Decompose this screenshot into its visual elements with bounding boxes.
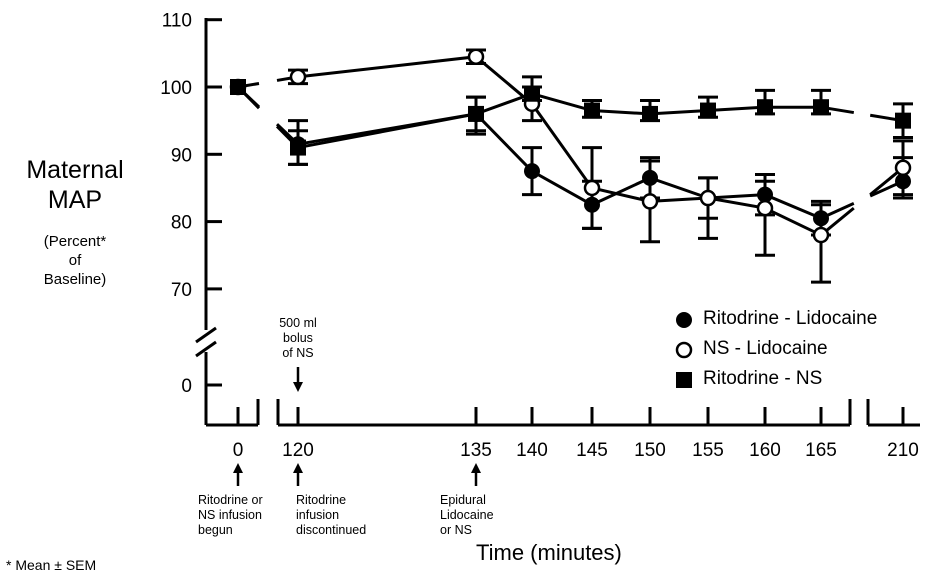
y-axis-sublabel-line-3: Baseline)	[43, 271, 107, 288]
annotation-epidural-line-3: or NS	[440, 523, 472, 537]
marker-filled-circle	[642, 169, 658, 186]
y-tick-label: 90	[171, 145, 192, 166]
series-2	[236, 75, 913, 166]
y-axis-label-line-1: Maternal	[26, 156, 124, 184]
marker-square	[813, 99, 829, 116]
legend-marker-square	[676, 372, 692, 388]
arrow-infusion-begun-head	[233, 463, 243, 473]
x-tick-label: 0	[233, 440, 244, 461]
marker-square	[524, 85, 540, 102]
legend-marker-open-circle	[675, 341, 693, 359]
x-tick-label: 155	[692, 440, 724, 461]
marker-open-circle	[289, 68, 307, 86]
series-0	[236, 85, 913, 237]
marker-open-circle	[894, 159, 912, 177]
series-line	[297, 92, 821, 150]
footnote: * Mean ± SEM	[6, 557, 97, 573]
annotation-infusion-discontinued-line-2: infusion	[296, 508, 340, 522]
legend-marker-filled-circle	[676, 312, 692, 328]
legend-label-ritodrine-ns: Ritodrine - NS	[703, 368, 823, 389]
x-tick-label: 165	[805, 440, 837, 461]
y-tick-label: 110	[162, 11, 192, 32]
arrow-infusion-discontinued-head	[293, 463, 303, 473]
y-tick-label: 100	[160, 78, 192, 99]
y-axis-sublabel-line-1: (Percent*	[43, 233, 107, 250]
y-tick-label: 70	[171, 280, 192, 301]
marker-square	[230, 79, 246, 95]
arrow-bolus-head	[293, 382, 303, 392]
x-tick-label: 135	[460, 440, 492, 461]
marker-filled-circle	[584, 196, 600, 213]
marker-square	[757, 99, 773, 116]
marker-square	[642, 105, 658, 122]
marker-square	[468, 105, 484, 122]
marker-filled-circle	[813, 210, 829, 227]
y-tick-label: 80	[171, 213, 192, 234]
annotation-bolus-line-1: 500 ml	[279, 316, 317, 330]
x-tick-label: 120	[282, 440, 314, 461]
x-tick-label: 140	[516, 440, 548, 461]
y-axis-break-mark	[195, 326, 217, 344]
legend-label-ns-lidocaine: NS - Lidocaine	[703, 338, 828, 359]
arrow-epidural-head	[471, 463, 481, 473]
marker-open-circle	[699, 189, 717, 207]
annotation-epidural: Epidural Lidocaine or NS	[440, 493, 494, 538]
marker-open-circle	[467, 48, 485, 65]
marker-filled-circle	[895, 173, 911, 190]
annotation-epidural-line-2: Lidocaine	[440, 508, 494, 522]
series-1	[237, 48, 913, 284]
marker-square	[895, 112, 911, 129]
marker-filled-circle	[524, 163, 540, 180]
y-axis-label-line-2: MAP	[47, 186, 103, 214]
x-axis-label: Time (minutes)	[476, 540, 622, 565]
annotation-infusion-begun: Ritodrine or NS infusion begun	[198, 493, 263, 538]
annotation-infusion-discontinued: Ritodrine infusion discontinued	[296, 493, 366, 538]
marker-filled-circle	[757, 186, 773, 203]
legend-label-ritodrine-lidocaine: Ritodrine - Lidocaine	[703, 308, 878, 329]
marker-square	[584, 102, 600, 119]
annotation-infusion-begun-line-3: begun	[198, 523, 233, 537]
marker-open-circle	[583, 179, 601, 197]
annotation-infusion-discontinued-line-3: discontinued	[296, 523, 367, 537]
x-tick-label: 210	[887, 440, 919, 461]
marker-square	[700, 102, 716, 119]
y-tick-label: 0	[181, 376, 192, 397]
marker-open-circle	[756, 199, 774, 217]
y-axis-sublabel-line-2: of	[68, 252, 82, 269]
annotation-infusion-begun-line-1: Ritodrine or	[198, 493, 263, 507]
annotation-bolus-line-3: of NS	[282, 346, 314, 360]
marker-open-circle	[641, 193, 659, 210]
x-tick-label: 160	[749, 440, 781, 461]
series-line	[297, 112, 822, 220]
annotation-bolus-line-2: bolus	[283, 331, 313, 345]
y-axis-break-mark	[195, 340, 217, 358]
annotation-infusion-begun-line-2: NS infusion	[198, 508, 262, 522]
annotation-infusion-discontinued-line-1: Ritodrine	[296, 493, 347, 507]
x-tick-label: 145	[576, 440, 608, 461]
series-line	[297, 55, 822, 237]
marker-open-circle	[812, 226, 830, 244]
x-tick-label: 150	[634, 440, 666, 461]
annotation-bolus: 500 ml bolus of NS	[268, 316, 328, 361]
annotation-epidural-line-1: Epidural	[440, 493, 486, 507]
marker-square	[290, 139, 306, 156]
